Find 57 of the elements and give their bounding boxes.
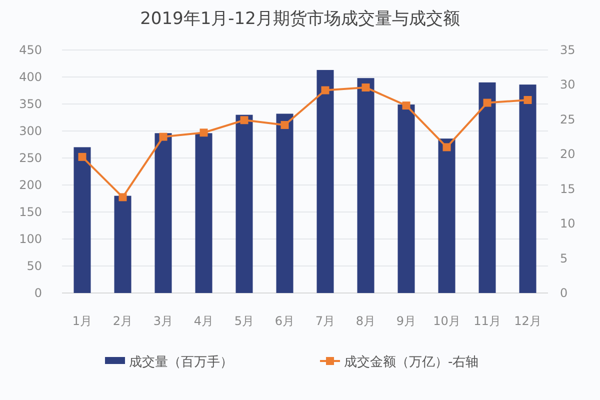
y-tick-label: 100 xyxy=(19,232,42,246)
point xyxy=(362,83,370,92)
bar xyxy=(519,84,536,293)
x-tick-label: 9月 xyxy=(396,314,416,328)
bar xyxy=(438,138,456,293)
bar xyxy=(236,114,253,293)
x-tick-label: 5月 xyxy=(234,314,254,328)
point xyxy=(159,132,168,141)
point xyxy=(240,116,248,124)
y-tick-label: 350 xyxy=(19,97,42,111)
y-tick-label: 400 xyxy=(19,70,42,84)
y2-tick-label: 25 xyxy=(560,112,576,126)
point xyxy=(200,128,208,137)
y2-tick-label: 0 xyxy=(560,286,568,300)
y-tick-label: 300 xyxy=(19,124,42,138)
bar xyxy=(74,147,91,293)
x-tick-label: 4月 xyxy=(194,314,214,328)
y-tick-label: 0 xyxy=(34,286,42,300)
bar xyxy=(398,104,415,293)
bar xyxy=(154,133,172,293)
y-tick-label: 450 xyxy=(19,43,42,57)
y2-tick-label: 30 xyxy=(560,78,576,92)
y2-tick-label: 35 xyxy=(560,43,576,57)
y2-tick-label: 5 xyxy=(560,251,568,266)
bar xyxy=(357,78,374,293)
bar xyxy=(195,133,212,293)
point xyxy=(280,120,289,129)
point xyxy=(402,102,410,110)
x-tick-label: 10月 xyxy=(433,314,460,328)
y2-tick-label: 15 xyxy=(560,182,576,196)
bar xyxy=(114,196,132,293)
x-tick-label: 12月 xyxy=(514,314,542,328)
x-tick-label: 11月 xyxy=(474,314,501,328)
point xyxy=(321,86,330,94)
point xyxy=(118,193,127,202)
legend-label: 成交金额（万亿）-右轴 xyxy=(344,354,479,370)
y2-tick-label: 20 xyxy=(560,147,576,162)
x-tick-label: 6月 xyxy=(274,314,295,328)
chart-title: 2019年1月-12月期货市场成交量与成交额 xyxy=(140,9,460,29)
point xyxy=(483,98,492,107)
bar xyxy=(276,114,294,293)
x-tick-label: 7月 xyxy=(315,314,336,328)
point xyxy=(442,143,451,152)
y-tick-label: 200 xyxy=(19,178,42,192)
x-tick-label: 2月 xyxy=(112,314,133,328)
point xyxy=(78,152,86,161)
x-tick-label: 3月 xyxy=(153,314,174,328)
x-tick-label: 8月 xyxy=(356,314,376,328)
legend-label: 成交量（百万手） xyxy=(129,354,233,370)
y2-tick-label: 10 xyxy=(560,216,576,231)
y-tick-label: 50 xyxy=(26,259,42,273)
x-tick-label: 1月 xyxy=(72,314,92,328)
bar xyxy=(478,82,496,293)
y-tick-label: 250 xyxy=(19,151,42,165)
point xyxy=(524,96,532,104)
bar xyxy=(316,70,334,293)
y-tick-label: 150 xyxy=(19,205,42,219)
